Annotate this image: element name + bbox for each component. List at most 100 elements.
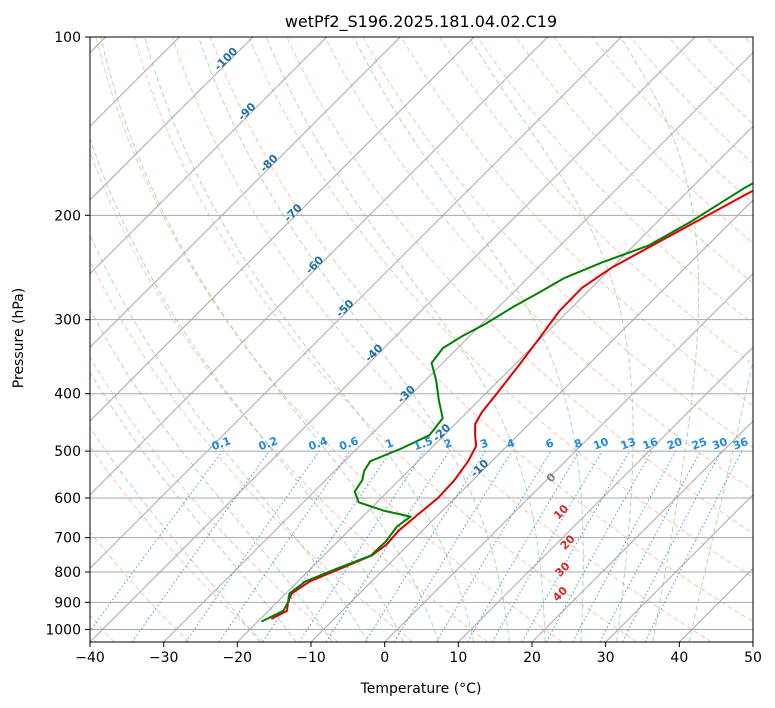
saturation-label: 40 <box>550 584 570 604</box>
y-tick-label: 1000 <box>45 622 81 638</box>
moist-adiabat <box>90 426 261 642</box>
y-tick-label: 700 <box>54 531 81 547</box>
dry-adiabat <box>171 37 712 642</box>
y-tick-label: 800 <box>54 565 81 581</box>
y-tick-label: 900 <box>54 595 81 611</box>
plot-area: -100-90-80-70-60-50-40-30-20-100.1 0.2 0.4… <box>90 37 753 642</box>
isotherm-line <box>90 37 475 422</box>
mixing-ratio-line <box>325 450 450 642</box>
isotherm-label: -40 <box>362 341 385 364</box>
dry-adiabat <box>553 37 753 244</box>
mixing-ratio-label: 30 <box>710 435 729 453</box>
dry-adiabat <box>477 37 753 325</box>
mixing-ratio-label: 0.1 <box>210 434 233 453</box>
y-tick-label: 600 <box>54 491 81 507</box>
mixing-ratio-label: 36 <box>731 435 750 453</box>
mixing-ratio-line <box>90 450 223 632</box>
dry-adiabat <box>90 445 264 642</box>
isotherm-line <box>90 37 696 642</box>
saturation-label: 10 <box>551 502 571 522</box>
isotherm-line <box>236 125 753 642</box>
dry-adiabat <box>90 150 488 642</box>
isotherm-line <box>384 272 753 642</box>
moist-adiabat <box>265 37 546 642</box>
isotherm-label: -10 <box>468 457 491 480</box>
moist-adiabat <box>144 37 475 642</box>
moist-adiabat <box>90 136 404 642</box>
isotherm-label: -70 <box>282 201 305 224</box>
mixing-ratio-label: 6 <box>544 436 556 451</box>
mixing-ratio-line <box>572 450 677 642</box>
isotherm-line <box>531 420 753 642</box>
x-tick-label: 0 <box>380 650 389 666</box>
plot-frame <box>89 36 754 643</box>
isotherm-line <box>90 37 401 349</box>
isotherm-line <box>90 37 549 496</box>
mixing-ratio-line <box>218 450 351 642</box>
moist-adiabat <box>620 37 700 642</box>
x-tick-label: −20 <box>223 650 253 666</box>
mixing-ratio-label: 3 <box>478 436 490 451</box>
mixing-ratio-label: 4 <box>505 436 517 451</box>
mixing-ratio-label: 0.6 <box>338 434 361 453</box>
isotherm-label: -80 <box>257 152 280 175</box>
x-tick-label: −40 <box>75 650 105 666</box>
mixing-ratio-line <box>262 450 392 642</box>
isotherm-line <box>310 199 753 642</box>
dry-adiabat <box>668 37 753 125</box>
moist-adiabat <box>468 37 634 642</box>
isotherm-label: -100 <box>212 44 241 73</box>
dry-adiabat <box>706 37 753 86</box>
dry-adiabat <box>90 356 339 642</box>
moist-adiabat <box>90 233 369 642</box>
isotherm-line <box>163 51 753 642</box>
dry-adiabat <box>438 37 753 366</box>
mixing-ratio-label: 0.4 <box>307 434 330 453</box>
isotherm-label: -30 <box>395 383 418 406</box>
mixing-ratio-label: 25 <box>690 435 709 452</box>
moist-adiabat <box>688 358 753 642</box>
mixing-ratio-label: 8 <box>572 436 584 451</box>
mixing-ratio-label: 10 <box>592 435 611 453</box>
dry-adiabat <box>324 37 753 491</box>
mixing-ratio-line <box>521 450 630 642</box>
isotherm-line <box>90 37 328 275</box>
mixing-ratio-line <box>545 450 653 642</box>
dry-adiabat <box>248 37 753 578</box>
isotherm-label: -50 <box>333 297 356 320</box>
x-tick-label: 20 <box>523 650 541 666</box>
x-tick-label: 10 <box>449 650 467 666</box>
dry-adiabat <box>591 37 753 204</box>
moist-adiabat <box>198 37 510 642</box>
saturation-label: 30 <box>553 559 573 579</box>
y-axis-label: Pressure (hPa) <box>11 288 27 388</box>
mixing-ratio-line <box>644 450 743 642</box>
mixing-ratio-line <box>131 450 270 642</box>
dry-adiabat <box>90 259 414 642</box>
mixing-ratio-line <box>599 450 701 642</box>
x-axis-label: Temperature (°C) <box>360 681 482 697</box>
mixing-ratio-label: 16 <box>641 435 660 453</box>
moist-adiabat <box>100 37 439 642</box>
y-tick-label: 400 <box>54 387 81 403</box>
y-tick-label: 200 <box>54 208 81 224</box>
mixing-ratio-label: 13 <box>619 435 638 452</box>
isotherm-line <box>457 346 753 642</box>
y-tick-label: 500 <box>54 444 81 460</box>
axis-ticks: −40 −30 −20 −10 0 10 20 30 40 5010020030040050060… <box>45 30 762 666</box>
x-tick-label: −10 <box>296 650 326 666</box>
isotherm-line <box>678 567 753 642</box>
mixing-ratio-label: 1.5 <box>412 434 435 453</box>
temperature-profile-line <box>270 189 753 620</box>
isotherm-line <box>605 493 753 642</box>
isotherm-line <box>752 641 753 642</box>
moist-adiabat <box>353 37 584 642</box>
x-tick-label: −30 <box>149 650 179 666</box>
dry-adiabat <box>515 37 753 284</box>
dry-adiabat <box>210 37 753 623</box>
dry-adiabat <box>744 37 753 47</box>
saturation-label: 0 <box>544 470 559 485</box>
chart-title: wetPf2_S196.2025.181.04.02.C19 <box>285 12 557 32</box>
dry-adiabat <box>133 37 638 642</box>
